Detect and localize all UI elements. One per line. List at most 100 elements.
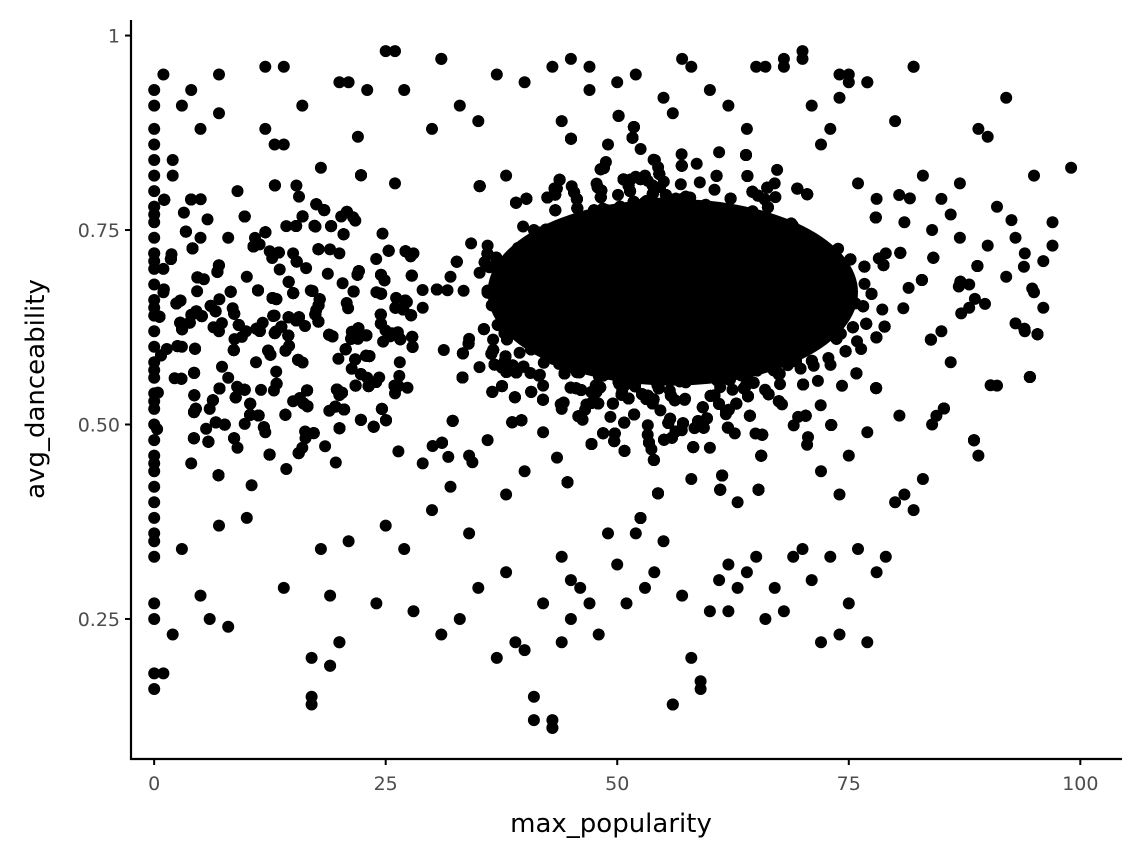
data-point: [815, 138, 827, 151]
data-point: [148, 185, 161, 198]
data-point: [426, 440, 439, 452]
data-point: [444, 480, 457, 493]
data-point: [724, 192, 737, 205]
data-point: [300, 262, 313, 275]
data-point: [893, 189, 906, 201]
data-point: [879, 550, 892, 563]
data-point: [293, 190, 305, 203]
data-point: [148, 597, 161, 610]
data-point: [244, 397, 257, 410]
data-point: [1000, 91, 1013, 104]
data-point: [634, 512, 647, 524]
data-point: [852, 177, 864, 190]
data-point: [730, 397, 743, 410]
data-point: [740, 122, 753, 135]
data-point: [148, 154, 161, 166]
data-point: [833, 68, 846, 81]
data-point: [850, 367, 863, 380]
data-point: [148, 138, 161, 151]
data-point: [750, 550, 763, 563]
data-point: [324, 659, 337, 672]
data-point: [592, 628, 605, 641]
data-point: [513, 346, 526, 359]
data-point: [171, 340, 184, 353]
data-point: [238, 417, 251, 430]
data-point: [262, 344, 275, 357]
data-point: [333, 636, 346, 649]
data-point: [517, 220, 530, 233]
data-point: [836, 379, 848, 392]
data-point: [1000, 270, 1013, 283]
data-point: [1046, 239, 1059, 252]
data-point: [1028, 169, 1040, 182]
data-point: [1009, 231, 1022, 244]
data-point: [185, 193, 198, 206]
data-point: [612, 188, 624, 201]
data-point: [634, 143, 647, 155]
data-point: [955, 307, 968, 320]
data-point: [280, 463, 293, 475]
data-point: [263, 448, 276, 461]
data-point: [927, 251, 940, 264]
data-point: [889, 115, 902, 128]
data-point: [277, 581, 290, 594]
data-point: [685, 473, 698, 485]
data-point: [166, 169, 179, 182]
data-point: [213, 68, 225, 81]
data-point: [903, 192, 916, 205]
data-point: [574, 581, 587, 594]
data-point: [280, 220, 293, 233]
data-point: [604, 410, 617, 423]
data-point: [355, 169, 367, 182]
data-point: [968, 292, 981, 305]
data-point: [416, 301, 429, 314]
data-point: [290, 179, 303, 192]
data-point: [398, 543, 411, 555]
data-point: [194, 231, 207, 244]
data-point: [759, 613, 772, 625]
data-point: [666, 698, 679, 711]
data-point: [157, 283, 170, 296]
data-point: [693, 176, 706, 189]
data-point: [305, 651, 318, 664]
data-point: [305, 698, 318, 711]
data-point: [277, 60, 290, 73]
data-point: [272, 246, 285, 259]
data-point: [675, 148, 688, 161]
data-point: [282, 275, 295, 288]
data-point: [164, 253, 177, 265]
data-point: [441, 284, 454, 297]
data-point: [148, 364, 161, 377]
data-point: [342, 76, 355, 89]
data-point: [546, 721, 559, 734]
data-point: [252, 284, 264, 297]
data-point: [518, 76, 531, 89]
data-point: [324, 589, 337, 602]
data-point: [861, 636, 874, 649]
data-point: [508, 391, 521, 404]
data-point: [393, 369, 406, 382]
data-point: [761, 181, 774, 194]
data-point: [500, 488, 513, 501]
data-point: [1018, 247, 1031, 260]
dense-cluster-layer: [151, 109, 1044, 524]
data-point: [453, 99, 466, 112]
data-point: [537, 597, 550, 610]
data-point: [185, 457, 198, 470]
data-point: [833, 91, 846, 104]
data-point: [496, 380, 508, 393]
data-point: [374, 317, 387, 330]
data-point: [157, 68, 170, 81]
data-point: [157, 262, 170, 275]
data-point: [833, 628, 846, 641]
data-point: [726, 383, 739, 396]
data-point: [520, 192, 533, 205]
data-point: [620, 597, 633, 610]
data-point: [329, 456, 342, 469]
data-point: [722, 605, 735, 618]
data-point: [897, 302, 910, 315]
data-point: [981, 239, 994, 252]
data-point: [292, 447, 305, 460]
data-point: [222, 620, 235, 633]
data-point: [389, 45, 401, 58]
